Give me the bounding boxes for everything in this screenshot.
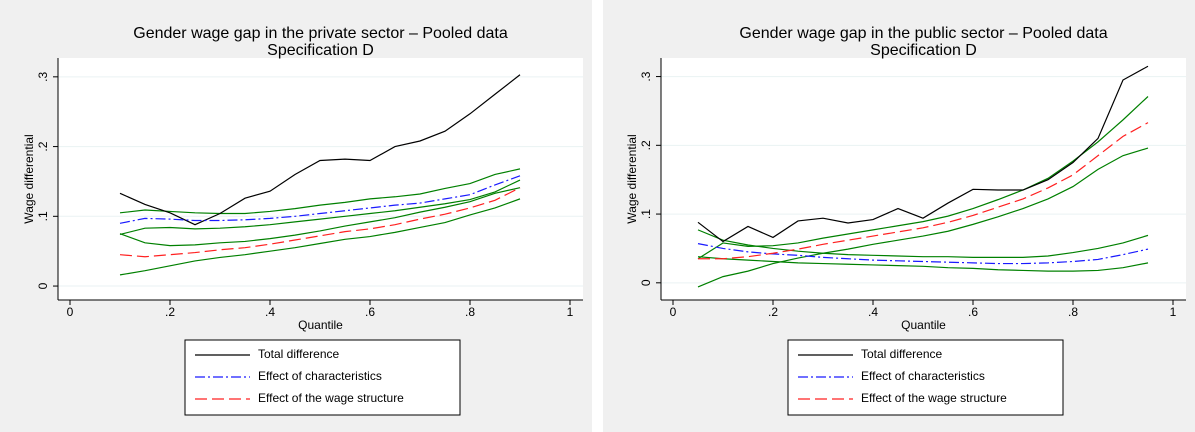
chart-title: Gender wage gap in the public sector – P… [739,25,1107,42]
series-line [697,65,1149,243]
y-tick-label: .1 [639,209,653,219]
confidence-band [119,187,521,247]
confidence-band [697,229,1149,258]
confidence-band [697,147,1149,288]
x-tick-label: .2 [165,305,175,319]
confidence-band [119,198,521,276]
legend-label: Effect of characteristics [258,369,382,383]
series-line [119,175,521,224]
legend-box [184,339,461,416]
x-tick-label: 0 [67,305,74,319]
y-tick-label: .1 [36,211,50,221]
legend-label: Effect of characteristics [861,369,985,383]
x-tick-label: .8 [465,305,475,319]
y-tick-label: .3 [639,71,653,81]
chart-subtitle: Specification D [267,42,374,59]
x-tick-label: .2 [768,305,778,319]
series-line [697,243,1149,265]
confidence-band [119,179,521,236]
x-tick-label: .4 [868,305,878,319]
confidence-band [697,96,1149,260]
plot-region [58,58,583,300]
legend-label: Total difference [258,347,339,361]
chart-panel: Gender wage gap in the private sector – … [0,0,592,432]
x-tick-label: .6 [365,305,375,319]
series-line [698,122,1149,260]
y-tick-label: .2 [36,141,50,151]
x-axis-label: Quantile [298,318,343,332]
legend-box [787,339,1064,416]
y-tick-label: .3 [36,72,50,82]
series-line [119,74,521,226]
x-tick-label: .6 [968,305,978,319]
y-tick-label: 0 [36,282,50,289]
legend-label: Total difference [861,347,942,361]
x-tick-label: .8 [1068,305,1078,319]
confidence-band [119,168,521,215]
x-tick-label: 1 [567,305,574,319]
chart-subtitle: Specification D [870,42,977,59]
y-tick-label: .2 [639,140,653,150]
legend-label: Effect of the wage structure [258,391,404,405]
legend-label: Effect of the wage structure [861,391,1007,405]
x-tick-label: 1 [1170,305,1177,319]
chart-panel: Gender wage gap in the public sector – P… [603,0,1195,432]
x-tick-label: 0 [670,305,677,319]
y-axis-label: Wage differential [625,134,639,223]
confidence-band [697,256,1149,272]
y-tick-label: 0 [639,279,653,286]
chart-title: Gender wage gap in the private sector – … [133,25,508,42]
x-axis-label: Quantile [901,318,946,332]
plot-region [661,58,1186,300]
x-tick-label: .4 [265,305,275,319]
y-axis-label: Wage differential [22,134,36,223]
